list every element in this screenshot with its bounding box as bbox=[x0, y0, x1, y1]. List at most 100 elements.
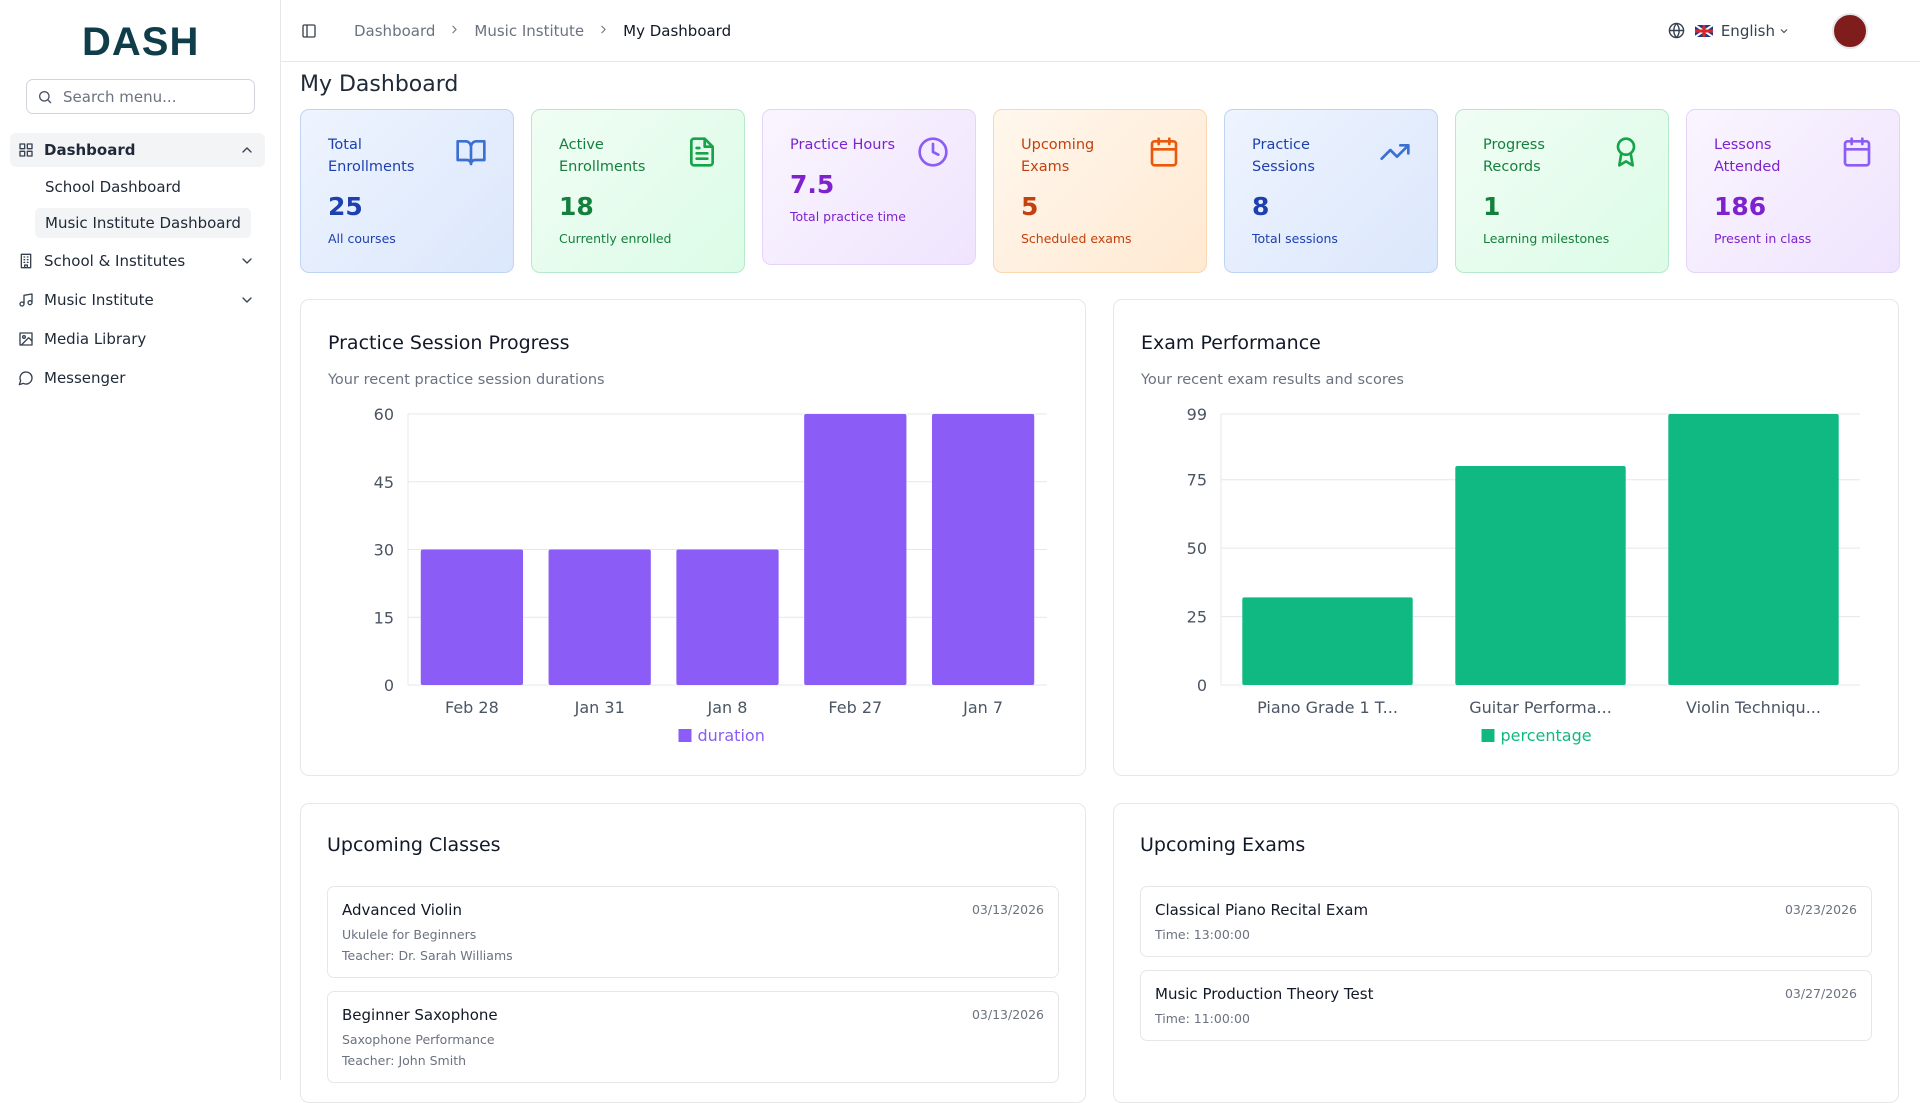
item-time: Time: 13:00:00 bbox=[1155, 927, 1250, 942]
separator bbox=[448, 22, 461, 40]
stat-card: Practice Hours 7.5 Total practice time bbox=[762, 109, 976, 265]
chart-title: Practice Session Progress bbox=[328, 332, 570, 354]
icon bbox=[19, 143, 33, 157]
icon-part bbox=[19, 332, 33, 346]
nav-sub-item[interactable]: Music Institute Dashboard bbox=[35, 208, 251, 238]
y-tick-label: 25 bbox=[1187, 608, 1207, 627]
y-tick-label: 99 bbox=[1187, 405, 1207, 424]
list-item: Classical Piano Recital Exam Time: 13:00:… bbox=[1140, 886, 1872, 957]
y-tick-label: 30 bbox=[374, 541, 394, 560]
icon-part bbox=[1669, 22, 1684, 39]
chart-subtitle: Your recent exam results and scores bbox=[1140, 372, 1404, 388]
stat-label: Active Enrollments bbox=[559, 137, 646, 175]
chevron bbox=[242, 258, 252, 264]
y-tick-label: 50 bbox=[1187, 539, 1207, 558]
sidebar-toggle[interactable] bbox=[301, 23, 317, 39]
bar bbox=[1242, 597, 1413, 685]
chevron bbox=[1780, 28, 1788, 33]
avatar[interactable] bbox=[1832, 12, 1868, 49]
stat-note: Present in class bbox=[1714, 231, 1812, 246]
nav-item[interactable]: Music Institute bbox=[10, 283, 265, 317]
stat-icon bbox=[690, 137, 714, 167]
icon bbox=[19, 332, 33, 346]
y-tick-label: 0 bbox=[1197, 676, 1207, 695]
logo[interactable]: DASH bbox=[82, 20, 200, 64]
bar bbox=[804, 414, 907, 685]
breadcrumb[interactable]: Music Institute bbox=[474, 21, 585, 40]
nav-label: Music Institute bbox=[44, 291, 154, 309]
icon-part bbox=[19, 143, 33, 157]
x-tick-label: Piano Grade 1 T... bbox=[1257, 698, 1398, 717]
search-icon bbox=[39, 91, 52, 104]
icon-part bbox=[1150, 137, 1178, 167]
stat-value: 25 bbox=[328, 192, 363, 221]
item-teacher: Teacher: Dr. Sarah Williams bbox=[342, 948, 513, 963]
lists: Upcoming Classes Advanced Violin Ukulele f… bbox=[300, 803, 1899, 1103]
icon bbox=[19, 293, 33, 307]
stat-value: 7.5 bbox=[790, 170, 835, 199]
x-tick-label: Jan 31 bbox=[574, 698, 625, 717]
list-item: Advanced Violin Ukulele for Beginners Teac… bbox=[327, 886, 1059, 978]
list-title: Upcoming Classes bbox=[327, 834, 501, 856]
item-name: Advanced Violin bbox=[342, 901, 462, 919]
nav-label: Media Library bbox=[44, 330, 147, 348]
stat-value: 186 bbox=[1714, 192, 1767, 221]
icon-part bbox=[452, 25, 458, 33]
stat-icon bbox=[1616, 137, 1636, 167]
topbar: Dashboard Music Institute My Dashboard Eng… bbox=[281, 0, 1920, 62]
x-tick-label: Jan 7 bbox=[962, 698, 1003, 717]
list-card: Upcoming Exams Classical Piano Recital Ex… bbox=[1113, 803, 1899, 1103]
separator bbox=[597, 22, 610, 40]
breadcrumb[interactable]: Dashboard bbox=[354, 21, 436, 40]
stat-label: Upcoming Exams bbox=[1021, 137, 1095, 175]
stat-label: Practice Sessions bbox=[1252, 137, 1315, 175]
list-item: Beginner Saxophone Saxophone Performance T… bbox=[327, 991, 1059, 1083]
stat-value: 1 bbox=[1483, 192, 1501, 221]
stat-note: Scheduled exams bbox=[1021, 231, 1132, 246]
nav-item[interactable]: Media Library bbox=[10, 322, 265, 356]
icon-part bbox=[19, 293, 33, 307]
main: My Dashboard Total Enrollments 25 All cour… bbox=[300, 62, 1900, 1103]
breadcrumbs: Dashboard Music Institute My Dashboard bbox=[354, 22, 731, 40]
nav-label: School & Institutes bbox=[44, 252, 186, 270]
stat-value: 5 bbox=[1021, 192, 1039, 221]
y-tick-label: 45 bbox=[374, 473, 394, 492]
nav-sub-item[interactable]: School Dashboard bbox=[45, 178, 181, 196]
icon-part bbox=[1616, 137, 1636, 167]
stat-icon bbox=[456, 140, 486, 166]
stat-note: Total sessions bbox=[1252, 231, 1338, 246]
chart-title: Exam Performance bbox=[1141, 332, 1321, 354]
stat-label: Total Enrollments bbox=[328, 137, 415, 175]
search-box[interactable]: Search menu... bbox=[26, 79, 255, 114]
nav-item[interactable]: School & Institutes bbox=[10, 244, 265, 278]
icon-part bbox=[1843, 137, 1871, 167]
item-name: Classical Piano Recital Exam bbox=[1155, 901, 1369, 919]
list-item: Music Production Theory Test Time: 11:00:… bbox=[1140, 970, 1872, 1041]
stat-note: Total practice time bbox=[790, 209, 906, 224]
stat-card: Active Enrollments 18 Currently enrolled bbox=[531, 109, 745, 273]
legend-swatch bbox=[678, 729, 692, 742]
nav-item[interactable]: Dashboard bbox=[10, 133, 265, 167]
stat-note: Learning milestones bbox=[1483, 231, 1610, 246]
item-course: Saxophone Performance bbox=[342, 1032, 495, 1047]
stats: Total Enrollments 25 All courses Active Enr… bbox=[300, 109, 1900, 273]
chart-card: Practice Session Progress Your recent pra… bbox=[300, 299, 1086, 776]
icon-part bbox=[1780, 28, 1788, 33]
y-tick-label: 60 bbox=[374, 405, 394, 424]
stat-card: Total Enrollments 25 All courses bbox=[300, 109, 514, 273]
sidebar: DASH Search menu... Dashboard School Dash… bbox=[0, 0, 281, 1080]
language[interactable]: English bbox=[1720, 21, 1775, 40]
item-name: Beginner Saxophone bbox=[342, 1006, 498, 1024]
stat-icon bbox=[1843, 137, 1871, 167]
globe-icon[interactable] bbox=[1668, 22, 1685, 39]
flag-cross bbox=[1694, 24, 1713, 37]
stat-icon bbox=[1150, 137, 1178, 167]
chart: Practice Session Progress Your recent pra… bbox=[327, 332, 1047, 745]
icon-part bbox=[302, 24, 316, 38]
icon-part bbox=[20, 253, 32, 269]
bar bbox=[548, 549, 651, 685]
nav: Dashboard School Dashboard Music Institute… bbox=[10, 133, 265, 400]
icon bbox=[20, 253, 32, 269]
nav-item[interactable]: Messenger bbox=[10, 361, 265, 395]
